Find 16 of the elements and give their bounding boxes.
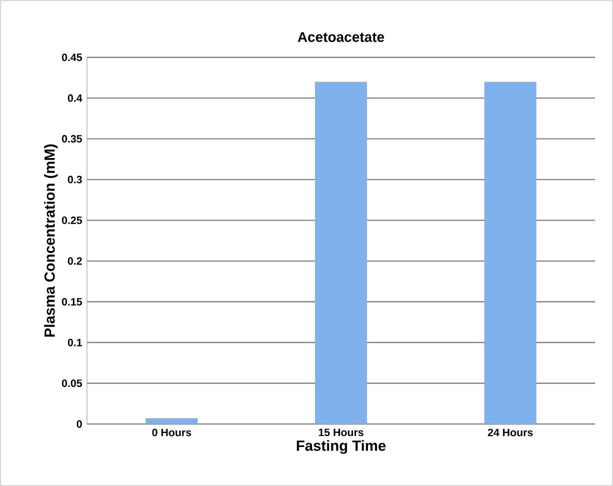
y-tick-label: 0.35 <box>62 135 82 143</box>
x-tick-label: 24 Hours <box>488 428 533 436</box>
y-tick-label: 0.15 <box>62 298 82 306</box>
chart-title: Acetoacetate <box>298 32 384 42</box>
y-tick-label: 0.05 <box>62 379 82 388</box>
y-tick-label: 0.2 <box>68 257 82 265</box>
y-tick-label: 0.45 <box>62 54 82 62</box>
y-tick-label: 0.4 <box>68 94 82 102</box>
x-tick-label: 0 Hours <box>152 428 192 436</box>
x-axis-title: Fasting Time <box>296 440 386 454</box>
x-tick-label: 15 Hours <box>318 428 364 436</box>
y-tick-label: 0 <box>76 420 82 428</box>
y-axis-title: Plasma Concentration (mM) <box>44 144 58 337</box>
y-tick-label: 0.3 <box>68 176 82 184</box>
y-tick-label: 0.1 <box>68 338 82 346</box>
y-tick-label: 0.25 <box>62 216 82 224</box>
